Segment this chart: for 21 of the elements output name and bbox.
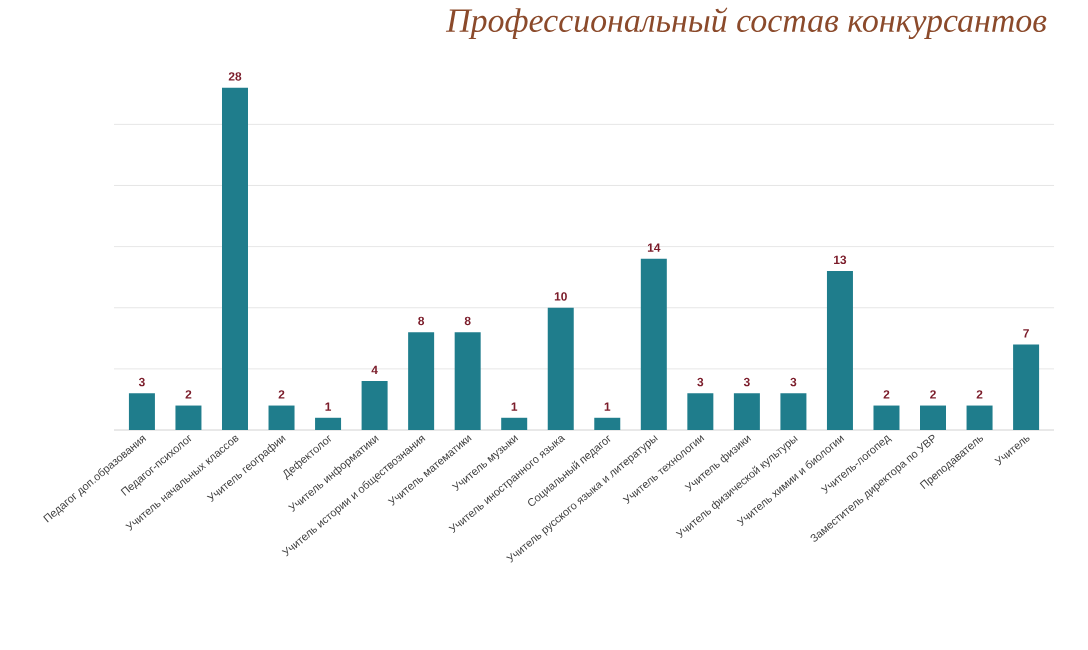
bar [315, 417, 342, 430]
bar [687, 393, 714, 430]
bar [780, 393, 807, 430]
bar [501, 417, 528, 430]
bar [594, 417, 621, 430]
bar [873, 405, 900, 430]
bar [966, 405, 993, 430]
bar [640, 258, 667, 430]
bar [175, 405, 202, 430]
chart-title: Профессиональный состав конкурсантов [445, 7, 1047, 39]
bar [361, 381, 388, 430]
bar [454, 332, 481, 430]
bar [408, 332, 435, 430]
bar [221, 87, 248, 430]
bar [733, 393, 760, 430]
bar [128, 393, 155, 430]
bar [268, 405, 295, 430]
bar [826, 271, 853, 430]
bar [920, 405, 947, 430]
bar [547, 307, 574, 430]
bar [1013, 344, 1040, 430]
